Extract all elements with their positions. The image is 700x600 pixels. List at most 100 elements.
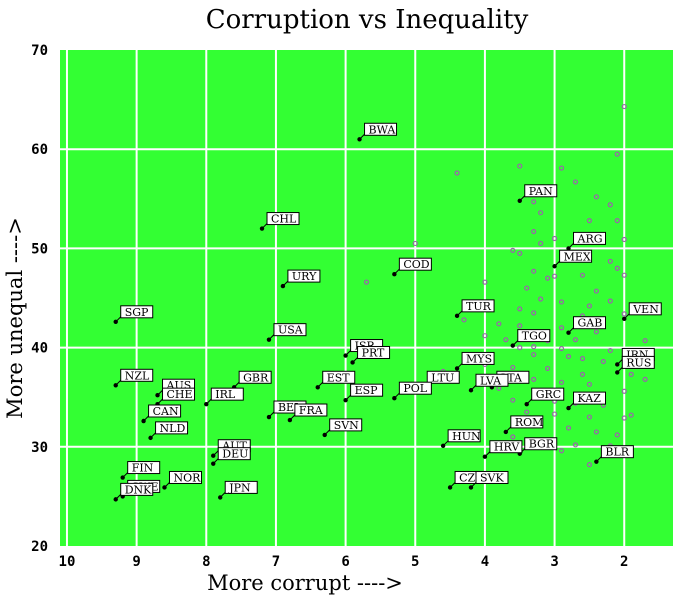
unlabeled-point [614,151,620,157]
unlabeled-point [621,236,627,243]
unlabeled-point [558,379,565,385]
y-tick-label: 50 [31,241,48,257]
unlabeled-point [558,165,565,171]
point-usa: USA [266,323,307,342]
point-label-box [573,231,607,245]
x-tick-label: 2 [620,554,628,570]
unlabeled-point [600,358,606,365]
unlabeled-point [642,338,648,344]
x-tick-label: 5 [411,554,419,570]
point-label: LTU [431,371,454,384]
unlabeled-point [517,250,523,256]
point-hun: HUN [440,429,481,449]
data-point [322,432,327,438]
data-point [524,401,529,407]
unlabeled-point [503,337,509,343]
point-label: KAZ [578,392,602,405]
x-tick-label: 4 [481,554,489,570]
unlabeled-point [621,388,627,394]
data-point [266,337,272,342]
point-label-box [120,305,154,319]
point-label: VEN [632,303,659,316]
unlabeled-point [510,397,516,403]
point-label: RUS [626,356,651,369]
unlabeled-point [531,228,537,235]
data-point [566,330,571,335]
point-label-box [621,355,655,369]
point-label-box [517,329,551,343]
data-point [454,366,460,371]
point-label: NLD [160,422,186,435]
point-label-box [287,269,321,283]
point-label-box [148,404,182,418]
unlabeled-point [607,202,613,208]
data-point [615,362,620,367]
point-irl: IRL [204,387,244,407]
point-cod: COD [392,257,432,277]
point-label-box [217,447,251,461]
point-label-box [489,440,523,454]
point-label-box [329,418,363,432]
unlabeled-point [607,347,613,354]
point-label: USA [278,324,304,337]
point-label-box [524,437,558,451]
unlabeled-point [586,303,593,309]
unlabeled-point [579,371,586,377]
point-label-box [559,249,593,263]
point-label-box [447,429,481,443]
unlabeled-point [510,434,516,440]
point-label-box [573,316,607,330]
data-point [392,271,397,277]
point-label: NOR [173,471,201,484]
point-label: HRV [494,441,520,454]
unlabeled-point [531,376,537,382]
unlabeled-point [628,371,634,377]
data-point [468,485,474,490]
data-point [517,198,522,203]
data-point [211,461,216,466]
unlabeled-point [558,345,565,352]
unlabeled-point [579,272,586,278]
y-tick-label: 20 [31,539,48,555]
point-pol: POL [392,381,432,401]
point-label: DNK [125,483,152,496]
data-point [343,397,348,403]
unlabeled-point [565,425,572,431]
point-label-box [524,184,558,198]
data-point [155,393,160,398]
unlabeled-point [363,279,370,285]
data-point [266,414,272,420]
point-label: EST [327,371,351,384]
data-point [141,418,146,424]
point-label: GRC [536,388,562,401]
unlabeled-point [517,163,523,169]
point-label-box [238,370,272,384]
unlabeled-point [531,344,537,350]
unlabeled-point [607,298,613,304]
unlabeled-point [545,365,551,372]
point-jpn: JPN [218,480,258,500]
data-point [447,485,453,490]
point-label-box [162,387,196,401]
unlabeled-point [558,299,565,305]
point-hrv: HRV [482,440,523,459]
point-mys: MYS [454,351,495,371]
labeled-points: BWA PAN CHL ARG MEX COD URY TUR VEN SGP GAB USA TGO I… [113,122,662,502]
data-point [510,343,515,348]
x-axis-ticks: 10 9 8 7 6 5 4 3 2 [59,554,629,570]
unlabeled-point [621,311,627,317]
point-label: FRA [299,404,324,417]
data-point [566,405,571,411]
point-label: CHL [271,213,297,226]
data-point [343,353,348,358]
unlabeled-point [572,442,579,448]
unlabeled-point [482,279,488,285]
point-gbr: GBR [231,370,272,390]
point-label-box [273,323,307,337]
x-tick-label: 3 [550,554,558,570]
point-label: SGP [125,306,149,319]
point-nzl: NZL [113,368,154,388]
unlabeled-point [482,333,488,339]
point-label-box [461,299,495,313]
y-tick-label: 70 [31,43,48,59]
